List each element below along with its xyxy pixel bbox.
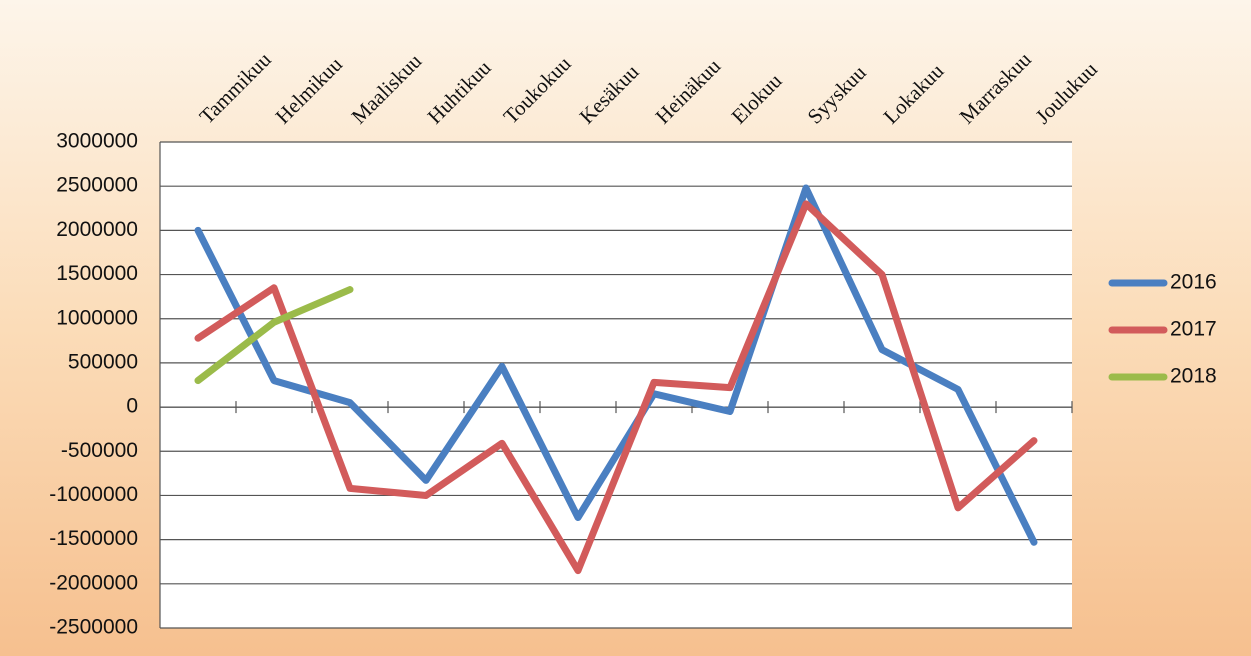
series-line: [194, 286, 354, 385]
legend-label: 2016: [1170, 271, 1217, 294]
y-tick-label: 1500000: [56, 262, 138, 285]
y-tick-label: -500000: [61, 439, 138, 462]
y-tick-label: -1000000: [49, 483, 138, 506]
y-tick-label: 2500000: [56, 174, 138, 197]
y-tick-label: 0: [126, 395, 138, 418]
legend-label: 2018: [1170, 365, 1217, 388]
legend-label: 2017: [1170, 318, 1217, 341]
y-tick-label: 1000000: [56, 306, 138, 329]
series-line: [194, 200, 1038, 575]
y-tick-label: -2500000: [49, 616, 138, 639]
y-tick-label: -1500000: [49, 527, 138, 550]
y-tick-label: 3000000: [56, 130, 138, 153]
y-tick-label: 500000: [68, 350, 138, 373]
y-tick-label: 2000000: [56, 218, 138, 241]
y-tick-label: -2000000: [49, 571, 138, 594]
series-line: [194, 184, 1038, 546]
